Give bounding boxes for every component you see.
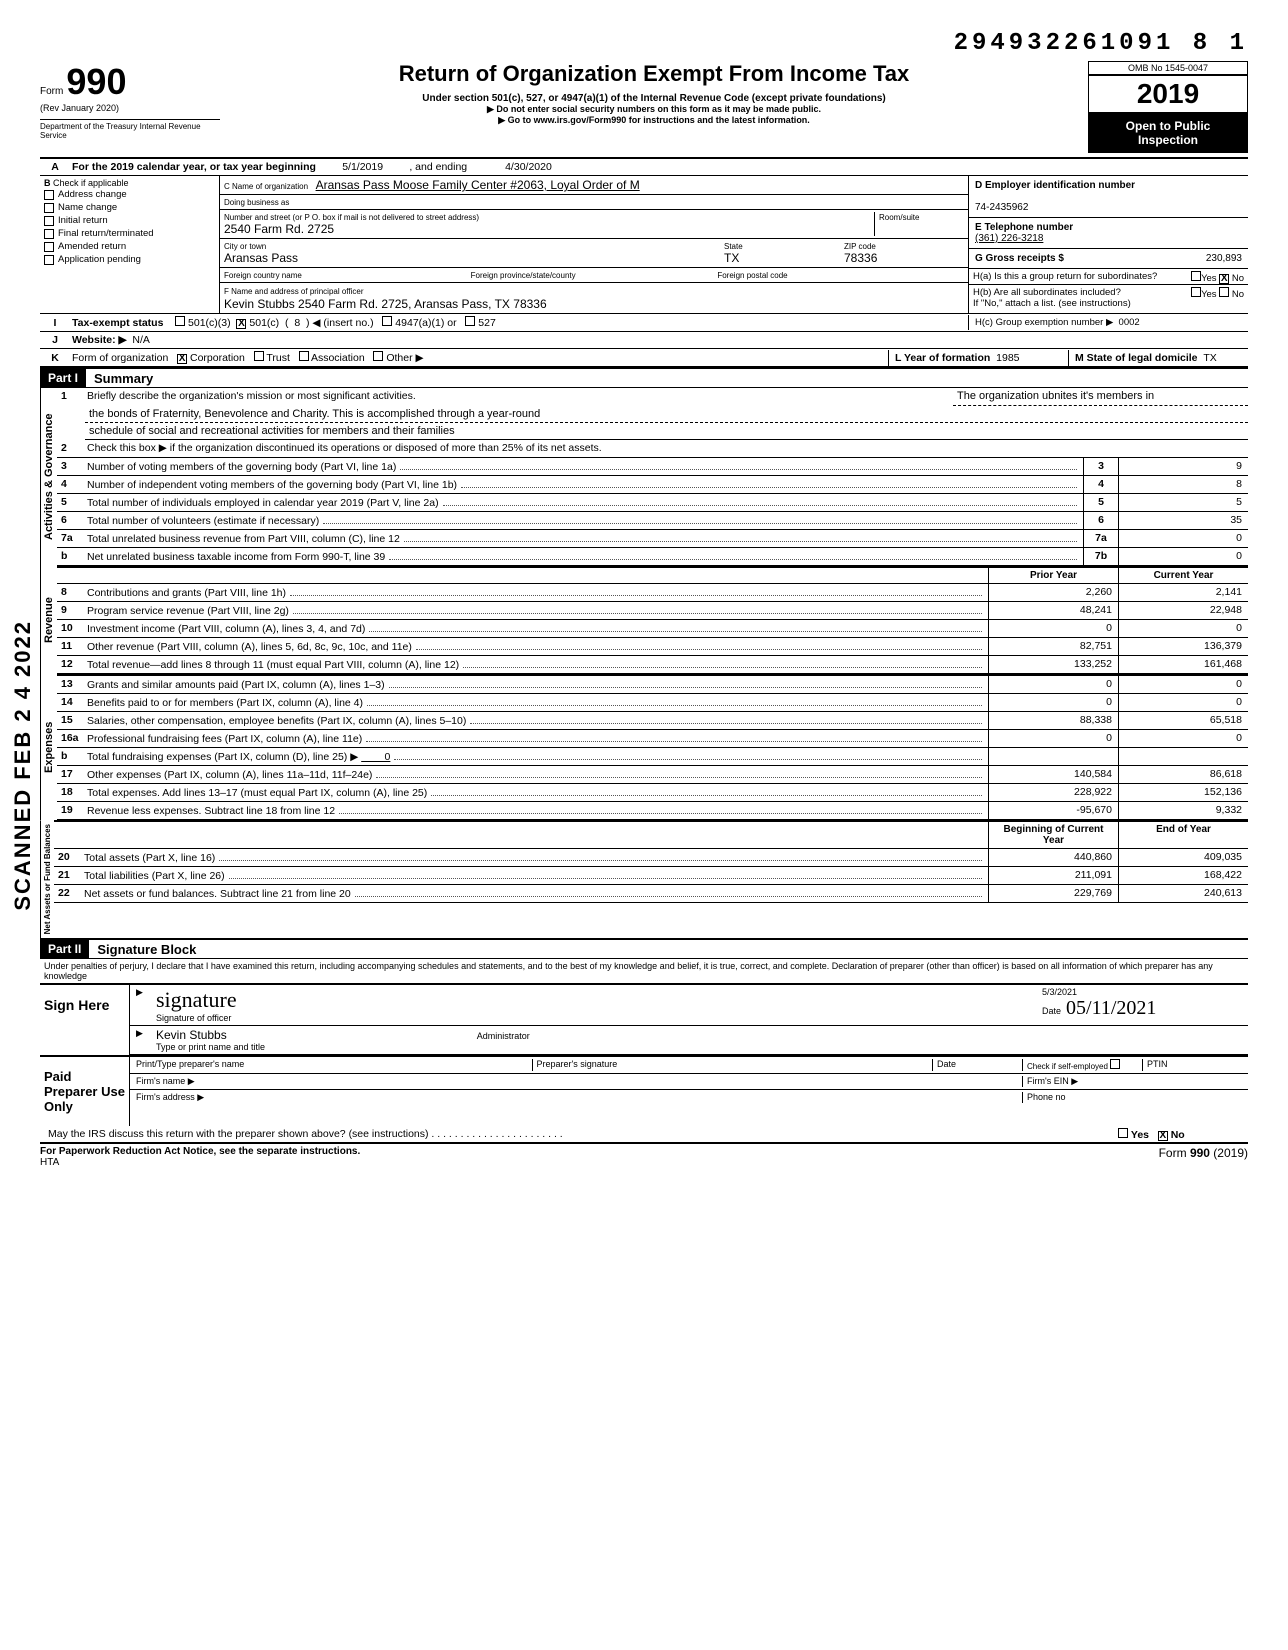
checkbox-row[interactable]: Name change bbox=[44, 201, 215, 214]
checkbox-icon[interactable] bbox=[44, 242, 54, 252]
summary-row: 7aTotal unrelated business revenue from … bbox=[57, 530, 1248, 548]
sub-title: Under section 501(c), 527, or 4947(a)(1)… bbox=[228, 93, 1080, 104]
checkbox-label: Application pending bbox=[58, 254, 141, 265]
col-deg: D Employer identification number74-24359… bbox=[968, 176, 1248, 313]
summary-row: 4Number of independent voting members of… bbox=[57, 476, 1248, 494]
line-i: I Tax-exempt status 501(c)(3) 501(c) ( 8… bbox=[40, 314, 1248, 332]
page-footer: For Paperwork Reduction Act Notice, see … bbox=[40, 1143, 1248, 1168]
summary-row: 16aProfessional fundraising fees (Part I… bbox=[57, 730, 1248, 748]
open-public: Open to PublicInspection bbox=[1088, 113, 1248, 153]
checkbox-icon[interactable] bbox=[44, 229, 54, 239]
checkbox-row[interactable]: Amended return bbox=[44, 240, 215, 253]
summary-row: 15Salaries, other compensation, employee… bbox=[57, 712, 1248, 730]
sign-here-block: Sign Here ▶ signatureSignature of office… bbox=[40, 983, 1248, 1055]
summary-row: 3Number of voting members of the governi… bbox=[57, 458, 1248, 476]
summary-revenue: Revenue Prior Year Current Year 8Contrib… bbox=[40, 566, 1248, 674]
summary-row: 6Total number of volunteers (estimate if… bbox=[57, 512, 1248, 530]
summary-expenses: Expenses 13Grants and similar amounts pa… bbox=[40, 674, 1248, 820]
summary-row: 14Benefits paid to or for members (Part … bbox=[57, 694, 1248, 712]
note-1: Do not enter social security numbers on … bbox=[496, 104, 821, 114]
line-j: J Website: ▶ N/A bbox=[40, 332, 1248, 349]
summary-row: 9Program service revenue (Part VIII, lin… bbox=[57, 602, 1248, 620]
summary-row: bTotal fundraising expenses (Part IX, co… bbox=[57, 748, 1248, 766]
col-c: C Name of organization Aransas Pass Moos… bbox=[220, 176, 968, 313]
checkbox-row[interactable]: Application pending bbox=[44, 253, 215, 266]
scanned-stamp: SCANNED FEB 2 4 2022 bbox=[10, 620, 36, 911]
line-a: A For the 2019 calendar year, or tax yea… bbox=[40, 159, 1248, 176]
checkbox-label: Initial return bbox=[58, 215, 108, 226]
top-bar: 294932261091 8 1 bbox=[40, 30, 1248, 57]
part-1-header: Part I Summary bbox=[40, 367, 1248, 388]
summary-row: 19Revenue less expenses. Subtract line 1… bbox=[57, 802, 1248, 820]
checkbox-label: Final return/terminated bbox=[58, 228, 154, 239]
summary-row: 8Contributions and grants (Part VIII, li… bbox=[57, 584, 1248, 602]
note-2: Go to www.irs.gov/Form990 for instructio… bbox=[508, 115, 810, 125]
summary-row: 10Investment income (Part VIII, column (… bbox=[57, 620, 1248, 638]
summary-governance: Activities & Governance 1 Briefly descri… bbox=[40, 388, 1248, 566]
checkbox-row[interactable]: Final return/terminated bbox=[44, 227, 215, 240]
summary-row: bNet unrelated business taxable income f… bbox=[57, 548, 1248, 566]
part-2-header: Part II Signature Block bbox=[40, 938, 1248, 959]
form-number: 990 bbox=[66, 61, 126, 102]
checkbox-label: Amended return bbox=[58, 241, 126, 252]
checkbox-icon[interactable] bbox=[44, 216, 54, 226]
discuss-line: May the IRS discuss this return with the… bbox=[40, 1126, 1248, 1143]
summary-row: 13Grants and similar amounts paid (Part … bbox=[57, 676, 1248, 694]
omb-number: OMB No 1545-0047 bbox=[1088, 61, 1248, 75]
paid-preparer-block: Paid Preparer Use Only Print/Type prepar… bbox=[40, 1055, 1248, 1126]
form-department: Department of the Treasury Internal Reve… bbox=[40, 119, 220, 140]
form-revision: (Rev January 2020) bbox=[40, 103, 220, 113]
checkbox-row[interactable]: Address change bbox=[44, 188, 215, 201]
summary-row: 5Total number of individuals employed in… bbox=[57, 494, 1248, 512]
tax-year: 20201919 bbox=[1088, 75, 1248, 113]
dln-number: 294932261091 8 1 bbox=[954, 30, 1248, 57]
summary-net: Net Assets or Fund Balances Beginning of… bbox=[40, 820, 1248, 938]
checkbox-row[interactable]: Initial return bbox=[44, 214, 215, 227]
summary-row: 17Other expenses (Part IX, column (A), l… bbox=[57, 766, 1248, 784]
form-header: Form 990 (Rev January 2020) Department o… bbox=[40, 61, 1248, 159]
summary-row: 20Total assets (Part X, line 16)440,8604… bbox=[54, 849, 1248, 867]
main-title: Return of Organization Exempt From Incom… bbox=[228, 61, 1080, 87]
checkbox-icon[interactable] bbox=[44, 255, 54, 265]
summary-row: 22Net assets or fund balances. Subtract … bbox=[54, 885, 1248, 903]
summary-row: 12Total revenue—add lines 8 through 11 (… bbox=[57, 656, 1248, 674]
checkbox-icon[interactable] bbox=[44, 190, 54, 200]
line-klm: K Form of organization Corporation Trust… bbox=[40, 349, 1248, 367]
summary-row: 11Other revenue (Part VIII, column (A), … bbox=[57, 638, 1248, 656]
col-b: B Check if applicable Address changeName… bbox=[40, 176, 220, 313]
section-bcd: B Check if applicable Address changeName… bbox=[40, 176, 1248, 314]
summary-row: 18Total expenses. Add lines 13–17 (must … bbox=[57, 784, 1248, 802]
checkbox-icon[interactable] bbox=[44, 203, 54, 213]
penalty-statement: Under penalties of perjury, I declare th… bbox=[40, 959, 1248, 983]
summary-row: 21Total liabilities (Part X, line 26)211… bbox=[54, 867, 1248, 885]
checkbox-label: Address change bbox=[58, 189, 127, 200]
checkbox-label: Name change bbox=[58, 202, 117, 213]
